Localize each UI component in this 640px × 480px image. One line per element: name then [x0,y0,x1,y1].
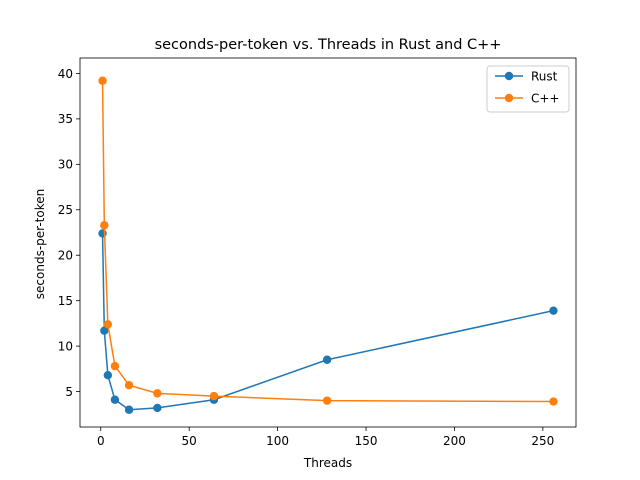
y-tick-label: 30 [58,158,73,172]
data-point-rust [124,405,134,414]
legend-swatch-marker-rust [504,71,514,81]
data-point-rust [110,395,120,404]
y-tick-label: 25 [58,203,73,217]
data-point-cpp [209,391,219,401]
data-point-cpp [549,397,558,406]
axes-layer: 0 50 100 150 200 250 5 10 15 20 25 30 35 40 [58,57,577,448]
x-tick-label: 150 [355,434,378,448]
data-point-cpp [322,396,332,405]
y-tick-label: 15 [58,294,73,308]
x-tick-label: 200 [443,434,466,448]
data-point-rust [153,403,162,413]
data-point-cpp [153,389,162,398]
y-tick-label: 5 [65,385,73,399]
data-point-rust [98,229,107,238]
plot-frame [79,57,577,428]
x-axis-label: Threads [303,456,352,470]
data-point-rust [103,370,113,380]
y-axis-label: seconds-per-token [33,189,47,299]
y-tick-label: 20 [58,249,73,263]
y-tick-label: 40 [58,67,73,81]
y-tick-label: 35 [58,112,73,126]
series-layer [98,76,558,414]
data-point-rust [549,306,558,315]
data-point-cpp [124,380,134,390]
legend-swatch-marker-cpp [504,93,514,103]
data-point-rust [100,326,109,335]
data-point-cpp [98,76,107,85]
legend-label-cpp: C++ [531,92,560,106]
x-tick-label: 50 [182,434,197,448]
x-tick-label: 100 [266,434,289,448]
chart-title: seconds-per-token vs. Threads in Rust an… [155,37,502,53]
legend-label-rust: Rust [531,70,558,84]
data-point-rust [322,355,332,364]
data-point-cpp [103,320,113,329]
y-tick-label: 10 [58,339,73,353]
x-tick-label: 0 [97,434,105,448]
legend: Rust C++ [486,65,570,113]
data-point-cpp [110,361,120,371]
data-point-cpp [100,221,109,230]
x-tick-label: 250 [531,434,554,448]
